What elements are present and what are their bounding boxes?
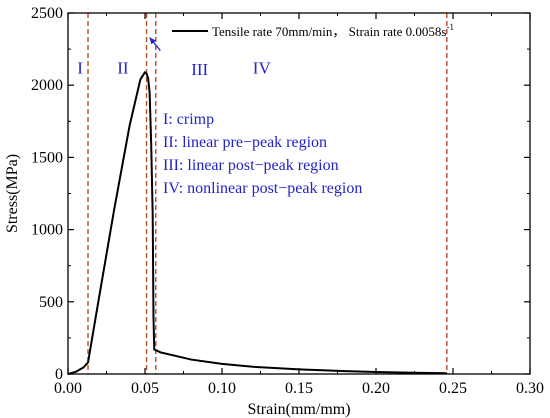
legend-entry-superscript: -1: [447, 22, 455, 32]
x-tick-label: 0.00: [54, 380, 82, 397]
y-tick-label: 1500: [31, 149, 63, 166]
x-tick-label: 0.20: [362, 380, 390, 397]
region-annotation-line: III: linear post−peak region: [163, 157, 339, 174]
region-annotation-line: IV: nonlinear post−peak region: [163, 180, 362, 197]
series-line: [67, 71, 447, 375]
axis-ticks: [67, 12, 531, 375]
legend-entry-name: Tensile rate 70mm/min， Strain rate 0.005…: [212, 24, 447, 39]
legend-entry-label: Tensile rate 70mm/min， Strain rate 0.005…: [212, 22, 454, 39]
y-tick-label: 2500: [31, 5, 63, 22]
region-label: II: [117, 59, 129, 78]
y-tick-labels: 0 500 1000 1500 2000 2500: [31, 5, 63, 383]
y-tick-label: 500: [39, 294, 63, 311]
x-tick-label: 0.30: [516, 380, 544, 397]
region-annotation-line: II: linear pre−peak region: [163, 134, 327, 151]
x-tick-label: 0.05: [131, 380, 159, 397]
y-tick-label: 0: [55, 366, 63, 383]
x-tick-label: 0.15: [285, 380, 313, 397]
region-annotations: I: crimp II: linear pre−peak region III: l…: [163, 111, 362, 197]
legend: Tensile rate 70mm/min， Strain rate 0.005…: [172, 22, 454, 39]
x-tick-labels: 0.00 0.05 0.10 0.15 0.20 0.25 0.30: [54, 380, 544, 397]
y-tick-label: 1000: [31, 222, 63, 239]
region-annotation-line: I: crimp: [163, 111, 214, 128]
x-tick-label: 0.10: [208, 380, 236, 397]
x-axis-title: Strain(mm/mm): [247, 401, 350, 418]
region-labels: I II III IV: [77, 59, 271, 79]
series-layer: [67, 71, 447, 375]
arrow-head: [149, 37, 156, 45]
x-tick-label: 0.25: [439, 380, 467, 397]
region-label: III: [191, 60, 208, 79]
peak-arrow: [149, 37, 161, 51]
y-axis-title: Stress(MPa): [4, 154, 21, 233]
region-label: I: [77, 59, 83, 78]
region-label: IV: [253, 59, 272, 78]
y-tick-label: 2000: [31, 77, 63, 94]
